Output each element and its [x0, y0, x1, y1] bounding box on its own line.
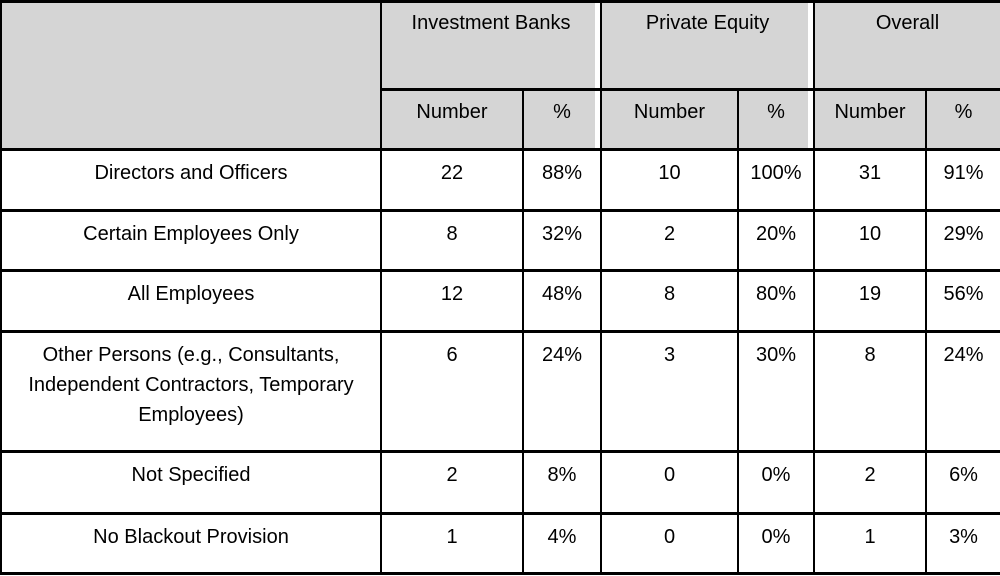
- data-cell: 31: [813, 148, 928, 212]
- data-cell: 19: [813, 269, 928, 333]
- data-cell: 56%: [925, 269, 1000, 333]
- data-cell: 91%: [925, 148, 1000, 212]
- row-label: Not Specified: [0, 450, 382, 515]
- row-label: Other Persons (e.g., Consultants, Indepe…: [0, 330, 382, 453]
- subheader-overall-number: Number: [813, 88, 928, 151]
- subheader-row: Number % Number % Number %: [1, 88, 1000, 151]
- data-cell: 88%: [522, 148, 602, 212]
- data-cell: 4%: [522, 512, 602, 575]
- data-cell: 3%: [925, 512, 1000, 575]
- data-cell: 2: [600, 209, 739, 272]
- data-cell: 0%: [736, 512, 816, 575]
- data-cell: 29%: [925, 209, 1000, 272]
- data-cell: 24%: [522, 330, 602, 453]
- data-cell: 48%: [522, 269, 602, 333]
- data-cell: 8: [600, 269, 739, 333]
- data-cell: 22: [380, 148, 524, 212]
- data-cell: 0: [600, 450, 739, 515]
- row-label: All Employees: [0, 269, 382, 333]
- group-header-overall: Overall: [813, 0, 1000, 91]
- data-cell: 20%: [736, 209, 816, 272]
- data-cell: 32%: [522, 209, 602, 272]
- data-cell: 10: [813, 209, 928, 272]
- data-cell: 0%: [736, 450, 816, 515]
- data-cell: 12: [380, 269, 524, 333]
- group-header-private-equity: Private Equity: [599, 0, 816, 91]
- data-cell: 8: [813, 330, 928, 453]
- data-cell: 2: [813, 450, 928, 515]
- data-cell: 6%: [925, 450, 1000, 515]
- table-row-no-blackout-provision: No Blackout Provision 1 4% 0 0% 1 3%: [0, 512, 1000, 575]
- data-cell: 8%: [522, 450, 602, 515]
- group-header-row: Investment Banks Private Equity Overall: [0, 0, 1000, 151]
- row-label: Directors and Officers: [0, 148, 382, 212]
- subheader-pe-percent: %: [736, 88, 816, 151]
- subheader-pe-number: Number: [600, 88, 739, 151]
- subheader-ib-number: Number: [380, 88, 524, 151]
- row-label: Certain Employees Only: [0, 209, 382, 272]
- data-cell: 2: [380, 450, 524, 515]
- table-row-certain-employees-only: Certain Employees Only 8 32% 2 20% 10 29…: [0, 209, 1000, 272]
- data-cell: 0: [600, 512, 739, 575]
- subheader-ib-percent: %: [522, 88, 602, 151]
- corner-cell: [0, 0, 382, 151]
- data-cell: 6: [380, 330, 524, 453]
- data-cell: 24%: [925, 330, 1000, 453]
- data-cell: 100%: [736, 148, 816, 212]
- subheader-overall-percent: %: [925, 88, 1000, 151]
- group-header-investment-banks: Investment Banks: [380, 0, 602, 91]
- data-cell: 10: [600, 148, 739, 212]
- data-cell: 1: [380, 512, 524, 575]
- table-row-all-employees: All Employees 12 48% 8 80% 19 56%: [0, 269, 1000, 333]
- data-cell: 8: [380, 209, 524, 272]
- table-row-directors-and-officers: Directors and Officers 22 88% 10 100% 31…: [0, 148, 1000, 212]
- row-label: No Blackout Provision: [0, 512, 382, 575]
- data-cell: 80%: [736, 269, 816, 333]
- data-cell: 30%: [736, 330, 816, 453]
- table-row-other-persons: Other Persons (e.g., Consultants, Indepe…: [0, 330, 1000, 453]
- table-row-not-specified: Not Specified 2 8% 0 0% 2 6%: [0, 450, 1000, 515]
- data-cell: 1: [813, 512, 928, 575]
- data-cell: 3: [600, 330, 739, 453]
